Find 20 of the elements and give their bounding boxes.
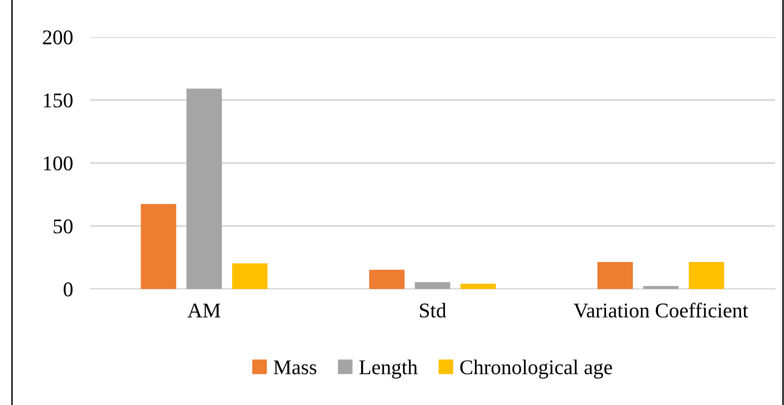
bar [414, 282, 450, 289]
bar [688, 262, 724, 289]
x-tick-label: AM [188, 304, 220, 318]
bar [186, 88, 222, 289]
bar [597, 262, 633, 289]
legend-label: Mass [274, 360, 316, 374]
y-tick-label: 200 [43, 30, 73, 44]
bar [369, 270, 405, 289]
legend-label: Chronological age [460, 360, 612, 379]
bar [140, 204, 176, 289]
y-tick-label: 150 [44, 93, 73, 108]
x-tick-label: Variation Coefficient [574, 302, 748, 318]
bar [232, 263, 268, 289]
bar [460, 284, 496, 289]
legend-label: Length [359, 360, 418, 379]
x-tick-label: Std [420, 302, 446, 318]
y-tick-label: 0 [64, 282, 73, 296]
y-tick-label: 100 [44, 156, 73, 170]
y-tick-label: 50 [54, 219, 73, 234]
bar [643, 286, 679, 289]
